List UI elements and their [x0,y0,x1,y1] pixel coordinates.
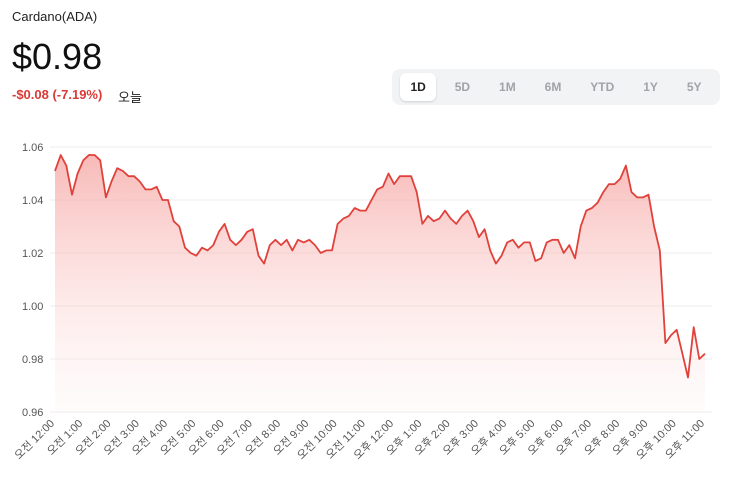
range-tab[interactable]: 1Y [643,80,658,94]
asset-title: Cardano(ADA) [12,9,98,24]
y-tick-label: 0.96 [22,407,43,419]
range-tab[interactable]: 6M [544,80,562,94]
period-label: 오늘 [118,90,142,105]
price-line [54,154,706,379]
y-tick-label: 1.06 [22,142,43,154]
price: $0.98 [12,36,103,77]
range-tab[interactable]: YTD [590,80,615,94]
y-tick-label: 1.00 [22,301,43,313]
range-tabs: 1D 5D 1M 6M YTD 1Y 5Y [392,69,720,105]
range-tab[interactable]: 5Y [686,80,702,94]
price-change: -$0.08 (-7.19%) [12,87,103,102]
range-tab[interactable]: 5D [454,80,471,94]
range-tab[interactable]: 1D [400,73,436,101]
y-tick-label: 1.04 [22,195,43,207]
area-fill [55,155,705,412]
y-tick-label: 1.02 [22,248,43,260]
y-tick-label: 0.98 [22,354,43,366]
range-tab[interactable]: 1M [499,80,516,94]
